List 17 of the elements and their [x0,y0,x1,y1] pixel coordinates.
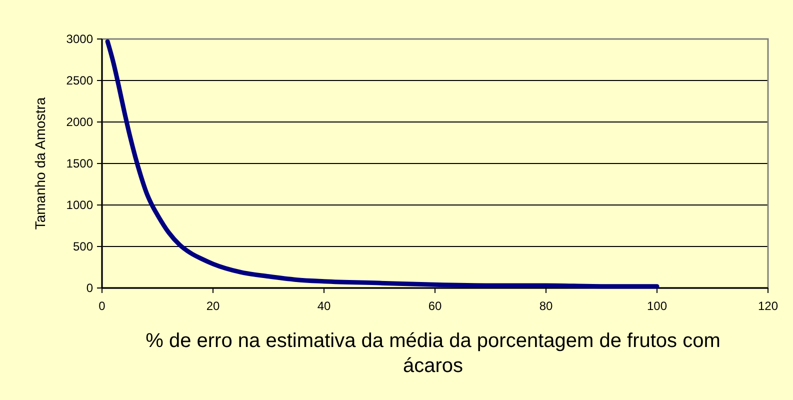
y-tick-label: 1000 [66,198,94,212]
x-tick-label: 120 [758,299,778,313]
y-tick-label: 0 [86,281,94,296]
x-tick-label: 0 [98,299,106,313]
x-axis-title: % de erro na estimativa da média da porcentagem de frutos com ácaros [146,330,720,377]
x-tick-label: 80 [539,299,553,313]
y-tick-label: 3000 [66,32,94,46]
y-tick-label: 2500 [66,74,94,88]
y-tick-label: 500 [72,240,94,254]
line-series [105,39,660,289]
x-tick-label: 100 [646,299,668,313]
y-axis-title: Tamanho da Amostra [32,97,48,230]
x-tick-label: 60 [428,299,442,313]
y-tick-label: 2000 [66,115,94,130]
x-tick-label: 20 [206,299,220,313]
y-tick-label: 1500 [66,156,94,171]
x-tick-label: 40 [317,299,331,313]
